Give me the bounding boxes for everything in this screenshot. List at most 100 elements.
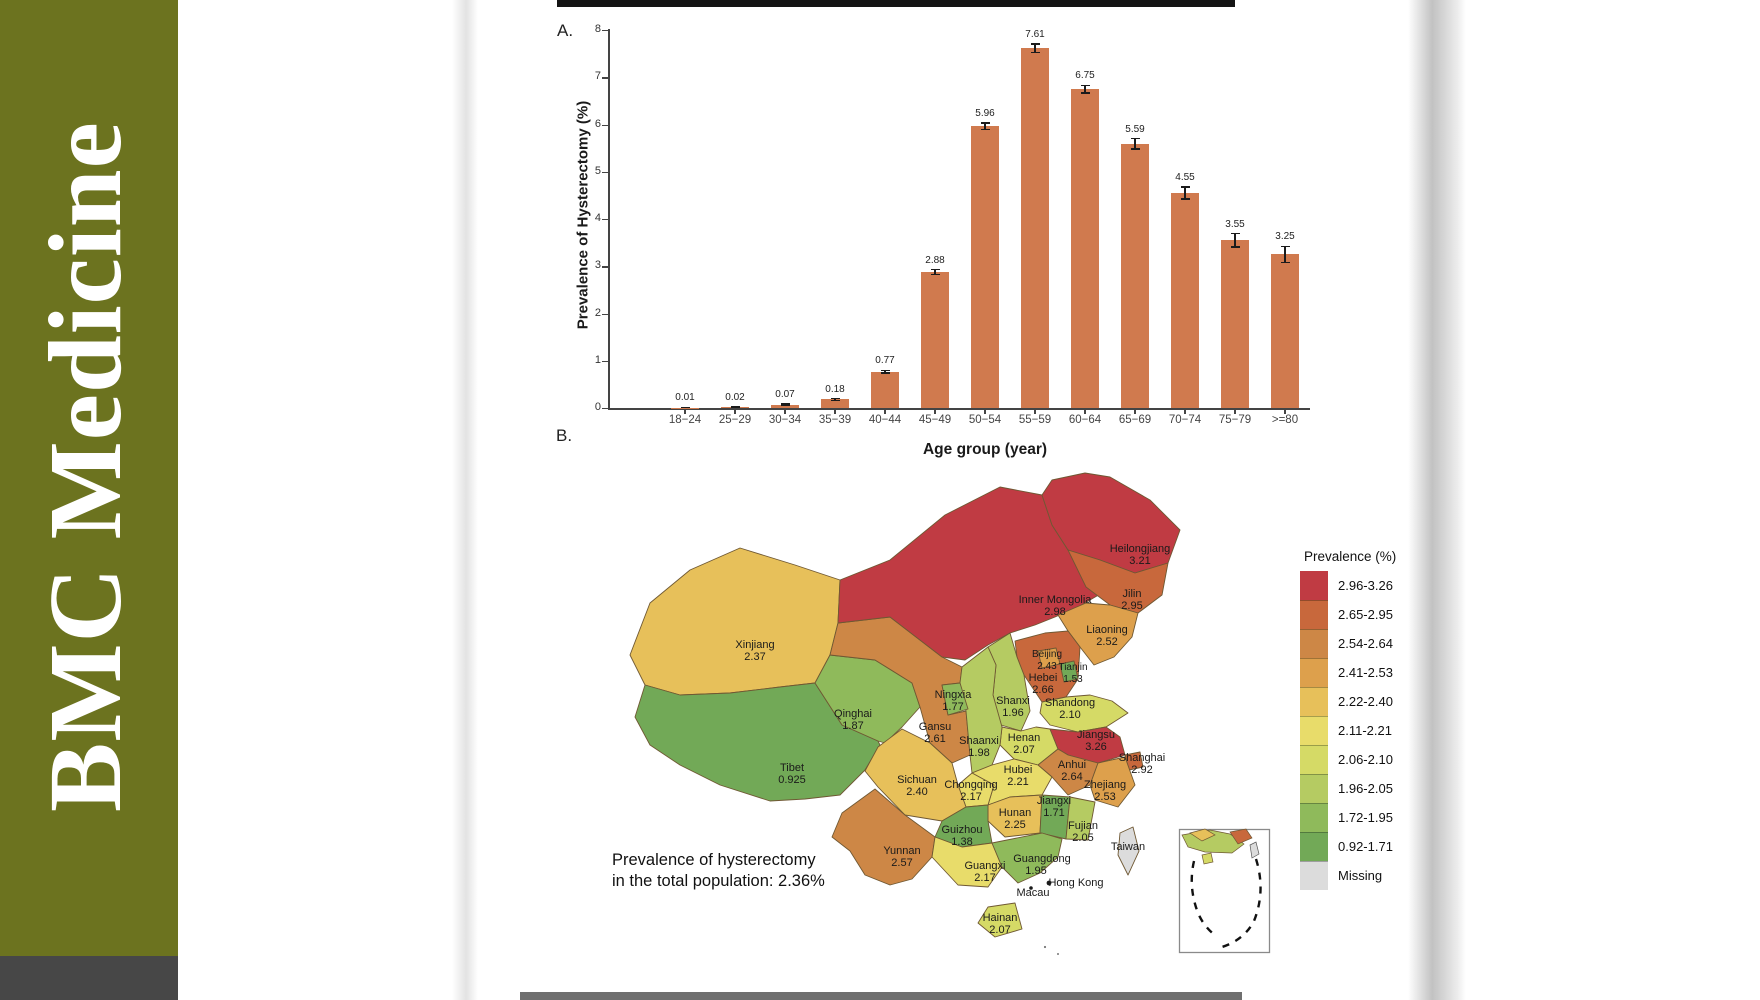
province-label-shaanxi: Shaanxi — [959, 735, 999, 747]
province-hainan — [977, 902, 1023, 938]
x-tick-mark — [734, 409, 736, 414]
province-tianjin — [1059, 660, 1079, 683]
y-tick-mark — [602, 360, 608, 363]
bar-value-label: 5.59 — [1125, 123, 1145, 135]
province-value-shanghai: 2.92 — [1131, 764, 1152, 776]
error-bar-cap-top — [1180, 186, 1190, 188]
province-label-heilongjiang: Heilongjiang — [1110, 543, 1171, 555]
legend-label-2: 2.54-2.64 — [1338, 636, 1393, 651]
province-value-tibet: 0.925 — [778, 774, 806, 786]
province-label-zhejiang: Zhejiang — [1084, 779, 1126, 791]
error-bar-cap-bottom — [980, 128, 990, 131]
bar-35−39 — [821, 399, 849, 408]
macau-marker — [1029, 886, 1033, 890]
legend-swatch-1 — [1300, 600, 1328, 629]
legend-row-2: 2.54-2.64 — [1300, 629, 1460, 658]
x-tick-label: 30−34 — [768, 414, 802, 426]
x-tick-mark — [1034, 409, 1036, 414]
province-value-anhui: 2.64 — [1061, 771, 1082, 783]
error-bar-cap-top — [1080, 84, 1090, 86]
province-label-gansu: Gansu — [919, 721, 951, 733]
province-label-anhui: Anhui — [1058, 759, 1086, 771]
province-value-beijing: 2.43 — [1037, 661, 1057, 672]
error-bar-cap-top — [1130, 137, 1140, 140]
y-tick-mark — [602, 219, 608, 221]
x-tick-label: 60−64 — [1068, 414, 1102, 426]
legend-row-7: 1.96-2.05 — [1300, 774, 1460, 803]
province-label-ningxia: Ningxia — [935, 689, 973, 701]
y-tick-mark — [602, 408, 608, 410]
y-tick-label: 4 — [594, 212, 601, 224]
x-tick-label: 65−69 — [1118, 414, 1152, 426]
province-value-hunan: 2.25 — [1004, 819, 1025, 831]
province-label-hebei: Hebei — [1029, 672, 1058, 684]
x-tick-mark — [984, 409, 986, 414]
legend-row-5: 2.11-2.21 — [1300, 716, 1460, 745]
y-tick-mark — [602, 124, 608, 126]
y-tick-mark — [602, 171, 608, 174]
province-label-guangxi: Guangxi — [965, 860, 1006, 872]
error-bar-cap-bottom — [1030, 51, 1040, 54]
province-value-jiangxi: 1.71 — [1043, 807, 1064, 819]
bar-30−34 — [771, 404, 799, 408]
inset-coast-shape — [1229, 828, 1253, 845]
error-bar-line — [1284, 246, 1286, 263]
total-prevalence-annotation: Prevalence of hysterectomy in the total … — [612, 850, 825, 892]
legend-label-9: 0.92-1.71 — [1338, 839, 1393, 854]
panel-a-label: A. — [557, 21, 574, 40]
error-bar-line — [1134, 138, 1136, 150]
x-tick-mark — [684, 409, 686, 414]
error-bar-line — [1184, 186, 1186, 200]
legend-row-9: 0.92-1.71 — [1300, 832, 1460, 861]
x-tick-label: 50−54 — [968, 414, 1002, 426]
bar-value-label: 0.01 — [675, 392, 695, 404]
hong-kong-label: Hong Kong — [1048, 877, 1103, 889]
province-value-fujian: 2.05 — [1072, 832, 1093, 844]
error-bar-line — [784, 403, 786, 406]
province-taiwan — [1117, 826, 1140, 876]
bar-75−79 — [1221, 240, 1249, 408]
y-tick-label: 6 — [594, 117, 601, 130]
x-tick-mark — [934, 409, 936, 414]
province-jilin — [1067, 549, 1169, 614]
province-label-fujian: Fujian — [1068, 820, 1098, 832]
x-tick-label: 40−44 — [868, 414, 902, 426]
hong-kong-marker — [1046, 880, 1052, 886]
error-bar-cap-bottom — [1180, 198, 1190, 200]
bar-value-label: 2.88 — [925, 254, 945, 266]
y-tick-label: 8 — [594, 23, 601, 35]
bar-60−64 — [1071, 89, 1099, 408]
legend-swatch-0 — [1300, 571, 1328, 600]
error-bar-line — [884, 370, 886, 374]
province-label-hubei: Hubei — [1004, 764, 1033, 776]
bar-chart: 0 1 2 3 4 5 6 7 8 0.01 18−24 0.02 25−29 0.07 30−34 0.18… — [575, 15, 1315, 465]
bar-value-label: 3.25 — [1275, 231, 1295, 243]
legend-label-3: 2.41-2.53 — [1338, 665, 1393, 680]
province-label-jilin: Jilin — [1123, 588, 1142, 600]
bar-value-label: 0.18 — [825, 383, 845, 395]
legend-label-8: 1.72-1.95 — [1338, 810, 1393, 825]
province-shandong — [1039, 694, 1129, 733]
y-tick-mark — [602, 266, 608, 268]
error-bar-cap-bottom — [730, 406, 740, 409]
province-label-jiangsu: Jiangsu — [1077, 729, 1115, 741]
panel-b-label: B. — [556, 426, 573, 445]
province-label-xinjiang: Xinjiang — [735, 639, 774, 651]
error-bar-cap-bottom — [1130, 148, 1140, 150]
y-axis-line — [608, 29, 610, 409]
province-value-henan: 2.07 — [1013, 744, 1034, 756]
province-value-guangdong: 1.95 — [1025, 865, 1046, 877]
error-bar-cap-bottom — [880, 372, 890, 374]
y-tick-mark — [602, 313, 608, 315]
province-value-shandong: 2.10 — [1059, 709, 1080, 721]
legend-label-4: 2.22-2.40 — [1338, 694, 1393, 709]
legend-title: Prevalence (%) — [1304, 549, 1397, 564]
province-label-shanxi: Shanxi — [996, 695, 1030, 707]
bar-value-label: 0.02 — [725, 391, 745, 403]
province-value-xinjiang: 2.37 — [744, 651, 765, 663]
bar-value-label: 7.61 — [1025, 29, 1045, 41]
province-guangdong — [991, 832, 1063, 884]
legend-swatch-9 — [1300, 832, 1328, 861]
province-label-jiangxi: Jiangxi — [1037, 795, 1071, 807]
bar-value-label: 5.96 — [975, 108, 995, 120]
